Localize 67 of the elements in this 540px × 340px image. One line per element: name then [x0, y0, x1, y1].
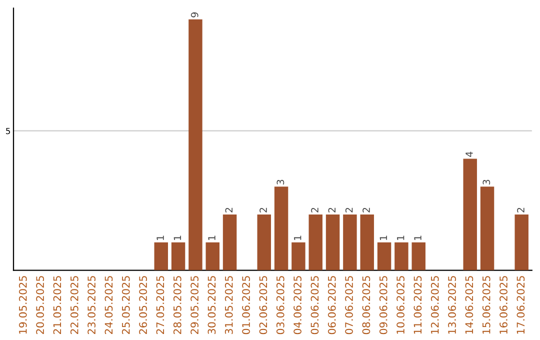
bar — [292, 242, 306, 270]
bar — [394, 242, 408, 270]
x-tick-label: 04.06.2025 — [294, 276, 302, 334]
data-label: 1 — [397, 236, 404, 240]
bar — [463, 158, 477, 270]
bar — [377, 242, 392, 270]
x-tick-label: 20.05.2025 — [36, 276, 44, 334]
data-label: 9 — [190, 12, 198, 18]
y-tick-label: 5 — [6, 128, 10, 134]
x-tick-label: 24.05.2025 — [104, 276, 113, 334]
bar — [188, 19, 202, 270]
data-label: 2 — [260, 208, 267, 212]
bar — [257, 214, 271, 270]
data-label: 1 — [294, 236, 302, 240]
data-label: 1 — [156, 236, 164, 240]
x-tick-label: 21.05.2025 — [53, 276, 62, 334]
data-label: 2 — [328, 208, 336, 212]
x-tick-label: 05.06.2025 — [310, 276, 319, 334]
x-tick-label: 17.06.2025 — [516, 276, 525, 334]
x-tick-label: 13.06.2025 — [448, 276, 456, 334]
data-label: 1 — [414, 236, 422, 240]
x-tick-label: 31.05.2025 — [224, 276, 233, 334]
x-tick-label: 06.06.2025 — [328, 276, 336, 334]
x-tick-label: 16.06.2025 — [500, 276, 508, 334]
bar — [360, 214, 374, 270]
bar — [274, 186, 288, 270]
x-tick-label: 23.05.2025 — [88, 276, 96, 334]
x-tick-label: 27.05.2025 — [156, 276, 164, 334]
bar — [514, 214, 528, 270]
bar — [206, 242, 220, 270]
data-label: 3 — [276, 180, 284, 185]
data-label: 2 — [311, 208, 318, 212]
x-tick-label: 08.06.2025 — [362, 276, 370, 334]
x-tick-label: 25.05.2025 — [122, 276, 130, 334]
x-tick-label: 14.06.2025 — [465, 276, 474, 334]
bar — [412, 242, 426, 270]
x-tick-label: 26.05.2025 — [139, 276, 147, 334]
bar — [308, 214, 322, 270]
x-tick-label: 22.05.2025 — [70, 276, 78, 334]
x-tick-label: 30.05.2025 — [208, 276, 216, 334]
bar — [222, 214, 237, 270]
data-label: 2 — [362, 208, 370, 212]
data-label: 4 — [466, 152, 473, 157]
data-label: 1 — [208, 236, 216, 240]
x-tick-label: 15.06.2025 — [482, 276, 490, 334]
x-tick-label: 10.06.2025 — [396, 276, 404, 334]
data-label: 2 — [517, 208, 524, 212]
data-label: 1 — [174, 236, 181, 240]
x-tick-label: 02.06.2025 — [259, 276, 268, 334]
data-label: 2 — [345, 208, 353, 212]
data-label: 3 — [482, 180, 490, 185]
x-tick-label: 19.05.2025 — [18, 276, 27, 334]
x-tick-label: 11.06.2025 — [414, 276, 422, 334]
x-tick-label: 28.05.2025 — [173, 276, 182, 334]
bar — [480, 186, 494, 270]
x-tick-label: 07.06.2025 — [345, 276, 353, 334]
bar — [343, 214, 357, 270]
x-tick-label: 09.06.2025 — [379, 276, 388, 334]
bar — [154, 242, 168, 270]
x-tick-label: 01.06.2025 — [242, 276, 250, 334]
x-tick-label: 03.06.2025 — [276, 276, 284, 334]
x-tick-label: 29.05.2025 — [190, 276, 198, 334]
x-tick-label: 12.06.2025 — [430, 276, 439, 334]
data-label: 1 — [380, 236, 387, 240]
bar — [171, 242, 186, 270]
data-label: 2 — [225, 208, 232, 212]
bar — [326, 214, 340, 270]
